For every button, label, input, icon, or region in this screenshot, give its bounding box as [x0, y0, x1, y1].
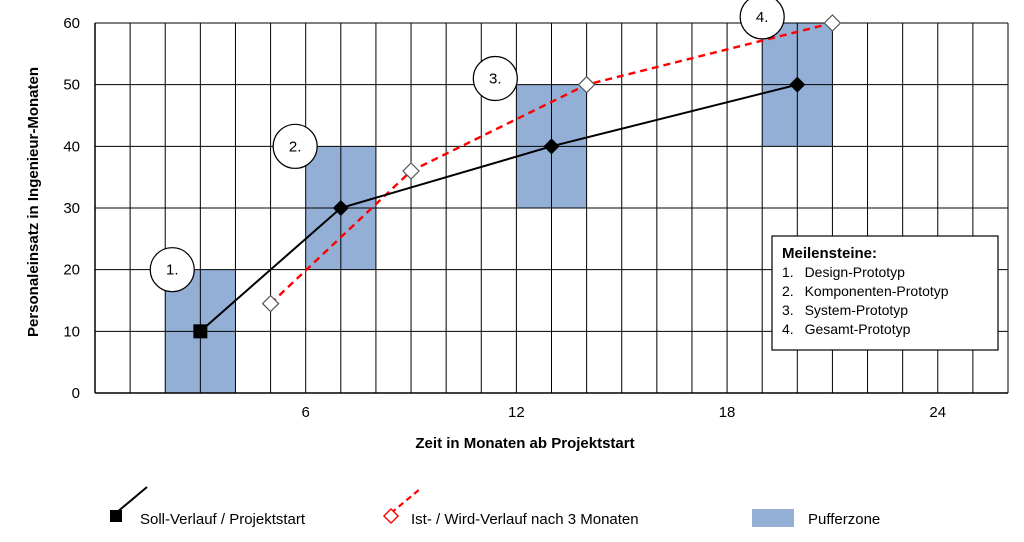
- milestone-circle: [739, 0, 785, 40]
- tick-labels: 0 10 20 30 40 50 60 6 12 18 24: [63, 15, 946, 421]
- milestone-1: 1.: [149, 247, 195, 293]
- x-tick-label: 24: [929, 404, 946, 421]
- ist-point: [261, 294, 280, 313]
- y-tick-label: 40: [63, 138, 80, 155]
- ist-point: [577, 75, 596, 94]
- y-tick-label: 60: [63, 15, 80, 32]
- y-tick-label: 0: [72, 385, 80, 402]
- soll-point: [789, 76, 806, 93]
- ist-point: [823, 14, 842, 32]
- soll-legend-marker: [110, 510, 122, 522]
- y-tick-label: 50: [63, 77, 80, 94]
- x-axis-title: Zeit in Monaten ab Projektstart: [415, 435, 634, 452]
- milestone-legend-item: 1. Design-Prototyp: [782, 264, 905, 280]
- milestone-circle: [472, 55, 518, 102]
- milestone-3: 3.: [472, 55, 518, 102]
- y-axis-title: Personaleinsatz in Ingenieur-Monaten: [25, 67, 42, 337]
- milestone-number: 3.: [489, 71, 502, 88]
- soll-legend-label: Soll-Verlauf / Projektstart: [140, 511, 306, 528]
- milestone-number: 2.: [289, 138, 302, 155]
- milestone-legend-item: 3. System-Prototyp: [782, 302, 908, 318]
- soll-line: [199, 83, 798, 333]
- milestone-2: 2.: [272, 123, 318, 169]
- milestone-legend-item: 2. Komponenten-Prototyp: [782, 283, 949, 299]
- soll-point: [332, 200, 349, 216]
- milestone-legend-title: Meilensteine:: [782, 245, 877, 262]
- axes: [94, 23, 1008, 394]
- milestone-number: 1.: [166, 262, 179, 279]
- x-tick-label: 18: [719, 404, 736, 421]
- y-tick-label: 10: [63, 323, 80, 340]
- milestone-markers: 1. 2. 3. 4.: [149, 0, 785, 293]
- bottom-legend: Soll-Verlauf / Projektstart Ist- / Wird-…: [110, 486, 880, 528]
- milestone-4: 4.: [739, 0, 785, 40]
- x-tick-label: 6: [302, 404, 310, 421]
- milestone-legend-item: 4. Gesamt-Prototyp: [782, 321, 911, 337]
- soll-point: [193, 324, 208, 339]
- milestone-legend: Meilensteine: 1. Design-Prototyp 2. Kompo…: [771, 235, 999, 351]
- ist-line: [269, 21, 833, 305]
- soll-legend-line: [115, 486, 148, 514]
- buffer-legend-label: Pufferzone: [808, 511, 880, 528]
- milestone-circle: [272, 123, 318, 169]
- soll-point: [543, 138, 560, 155]
- series: [193, 14, 842, 339]
- y-tick-label: 30: [63, 200, 80, 217]
- x-tick-label: 12: [508, 404, 525, 421]
- ist-legend-line: [390, 488, 421, 514]
- ist-legend-marker: [382, 507, 400, 525]
- ist-legend-label: Ist- / Wird-Verlauf nach 3 Monaten: [411, 511, 639, 528]
- y-tick-label: 20: [63, 262, 80, 279]
- milestone-circle: [149, 247, 195, 293]
- ist-point: [402, 162, 420, 180]
- buffer-legend-swatch: [752, 509, 794, 527]
- milestone-number: 4.: [756, 9, 769, 26]
